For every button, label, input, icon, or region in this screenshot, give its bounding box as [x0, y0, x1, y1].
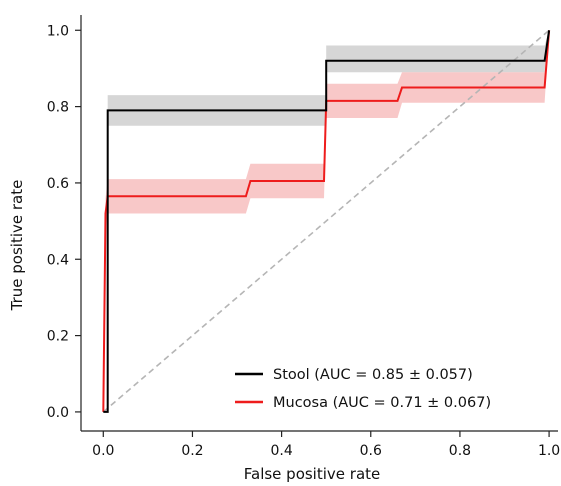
x-tick-label: 0.2: [181, 443, 203, 459]
y-tick-label: 0.8: [47, 100, 69, 116]
y-tick-label: 1.0: [47, 23, 69, 39]
legend-label-mucosa: Mucosa (AUC = 0.71 ± 0.067): [273, 395, 491, 411]
axes: [80, 15, 558, 432]
legend-label-stool: Stool (AUC = 0.85 ± 0.057): [273, 367, 473, 383]
x-tick-label: 0.8: [449, 443, 471, 459]
y-tick-label: 0.6: [47, 176, 69, 192]
y-tick-label: 0.2: [47, 329, 69, 345]
legend: Stool (AUC = 0.85 ± 0.057) Mucosa (AUC =…: [235, 367, 491, 411]
x-tick-label: 0.0: [92, 443, 114, 459]
y-tick-label: 0.4: [47, 252, 69, 268]
y-axis-label: True positive rate: [8, 180, 26, 312]
x-axis-label: False positive rate: [244, 465, 381, 483]
confidence-band-stool: [103, 30, 550, 412]
chance-diagonal: [102, 29, 550, 413]
y-tick-label: 0.0: [47, 405, 69, 421]
x-tick-label: 0.4: [270, 443, 292, 459]
roc-curves: [102, 30, 551, 413]
x-tick-label: 0.6: [360, 443, 382, 459]
x-tick-label: 1.0: [538, 443, 560, 459]
y-ticks: 0.0 0.2 0.4 0.6 0.8 1.0: [47, 23, 81, 421]
x-ticks: 0.0 0.2 0.4 0.6 0.8 1.0: [92, 431, 560, 459]
roc-curve-stool: [103, 30, 551, 413]
